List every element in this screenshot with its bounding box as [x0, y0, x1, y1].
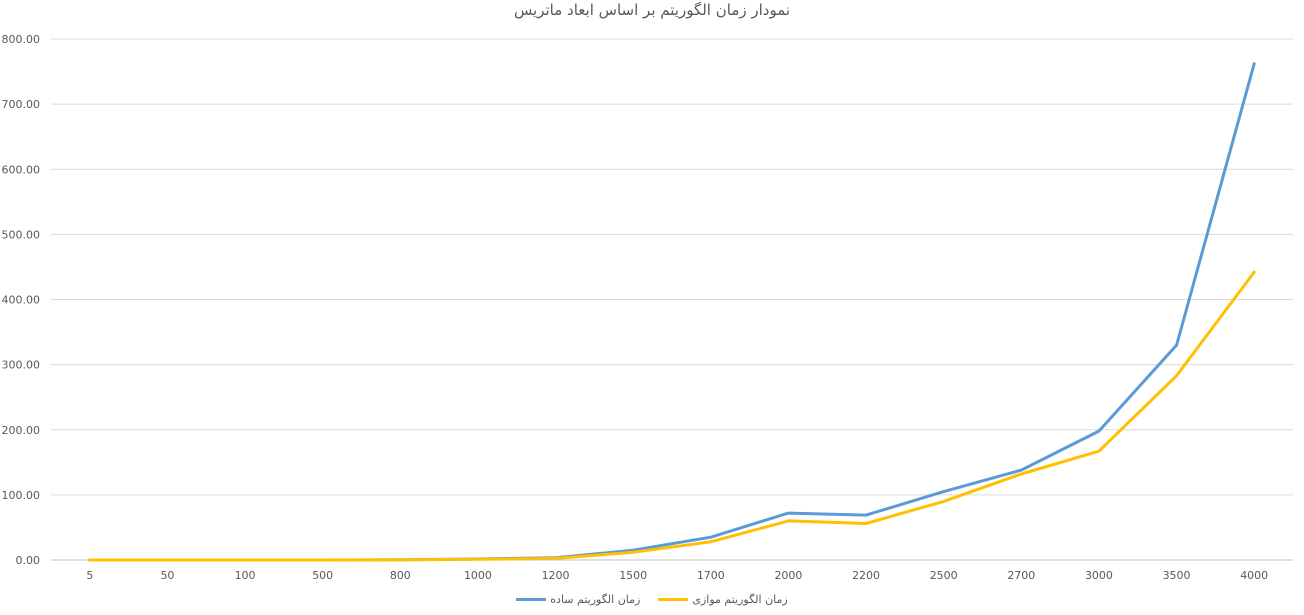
y-tick-label-0: 0.00: [16, 554, 41, 567]
x-tick-label-1: 50: [160, 569, 174, 582]
y-tick-label-6: 600.00: [2, 163, 41, 176]
series-line-2: [88, 270, 1256, 562]
y-tick-label-1: 100.00: [2, 489, 41, 502]
x-tick-label-7: 1500: [619, 569, 647, 582]
x-tick-label-11: 2500: [930, 569, 958, 582]
x-tick-label-15: 4000: [1240, 569, 1268, 582]
x-tick-label-14: 3500: [1163, 569, 1191, 582]
x-tick-label-4: 800: [390, 569, 411, 582]
x-tick-label-10: 2200: [852, 569, 880, 582]
legend-swatch-series-1: [516, 598, 547, 601]
legend-label-series-1: زمان الگوریتم ساده: [550, 593, 641, 606]
x-tick-label-13: 3000: [1085, 569, 1113, 582]
legend-swatch-series-2: [658, 598, 689, 601]
x-tick-label-8: 1700: [697, 569, 725, 582]
x-tick-label-2: 100: [235, 569, 256, 582]
x-tick-label-3: 500: [312, 569, 333, 582]
y-tick-label-2: 200.00: [2, 424, 41, 437]
y-tick-label-7: 700.00: [2, 98, 41, 111]
y-tick-label-5: 500.00: [2, 228, 41, 241]
legend-label-series-2: زمان الگوریتم موازی: [692, 593, 788, 606]
x-tick-label-0: 5: [86, 569, 93, 582]
x-tick-label-12: 2700: [1007, 569, 1035, 582]
legend-item-series-2: زمان الگوریتم موازی: [658, 593, 788, 606]
legend-item-series-1: زمان الگوریتم ساده: [516, 593, 640, 606]
x-tick-label-6: 1200: [542, 569, 570, 582]
x-tick-label-9: 2000: [774, 569, 802, 582]
legend: زمان الگوریتم ساده زمان الگوریتم موازی: [0, 593, 1304, 606]
chart-title: نمودار زمان الگوریتم بر اساس ابعاد ماتری…: [513, 1, 791, 19]
y-tick-label-3: 300.00: [2, 359, 41, 372]
y-tick-label-4: 400.00: [2, 294, 41, 307]
y-tick-label-8: 800.00: [2, 33, 41, 46]
x-tick-label-5: 1000: [464, 569, 492, 582]
series-line-1: [88, 62, 1256, 562]
